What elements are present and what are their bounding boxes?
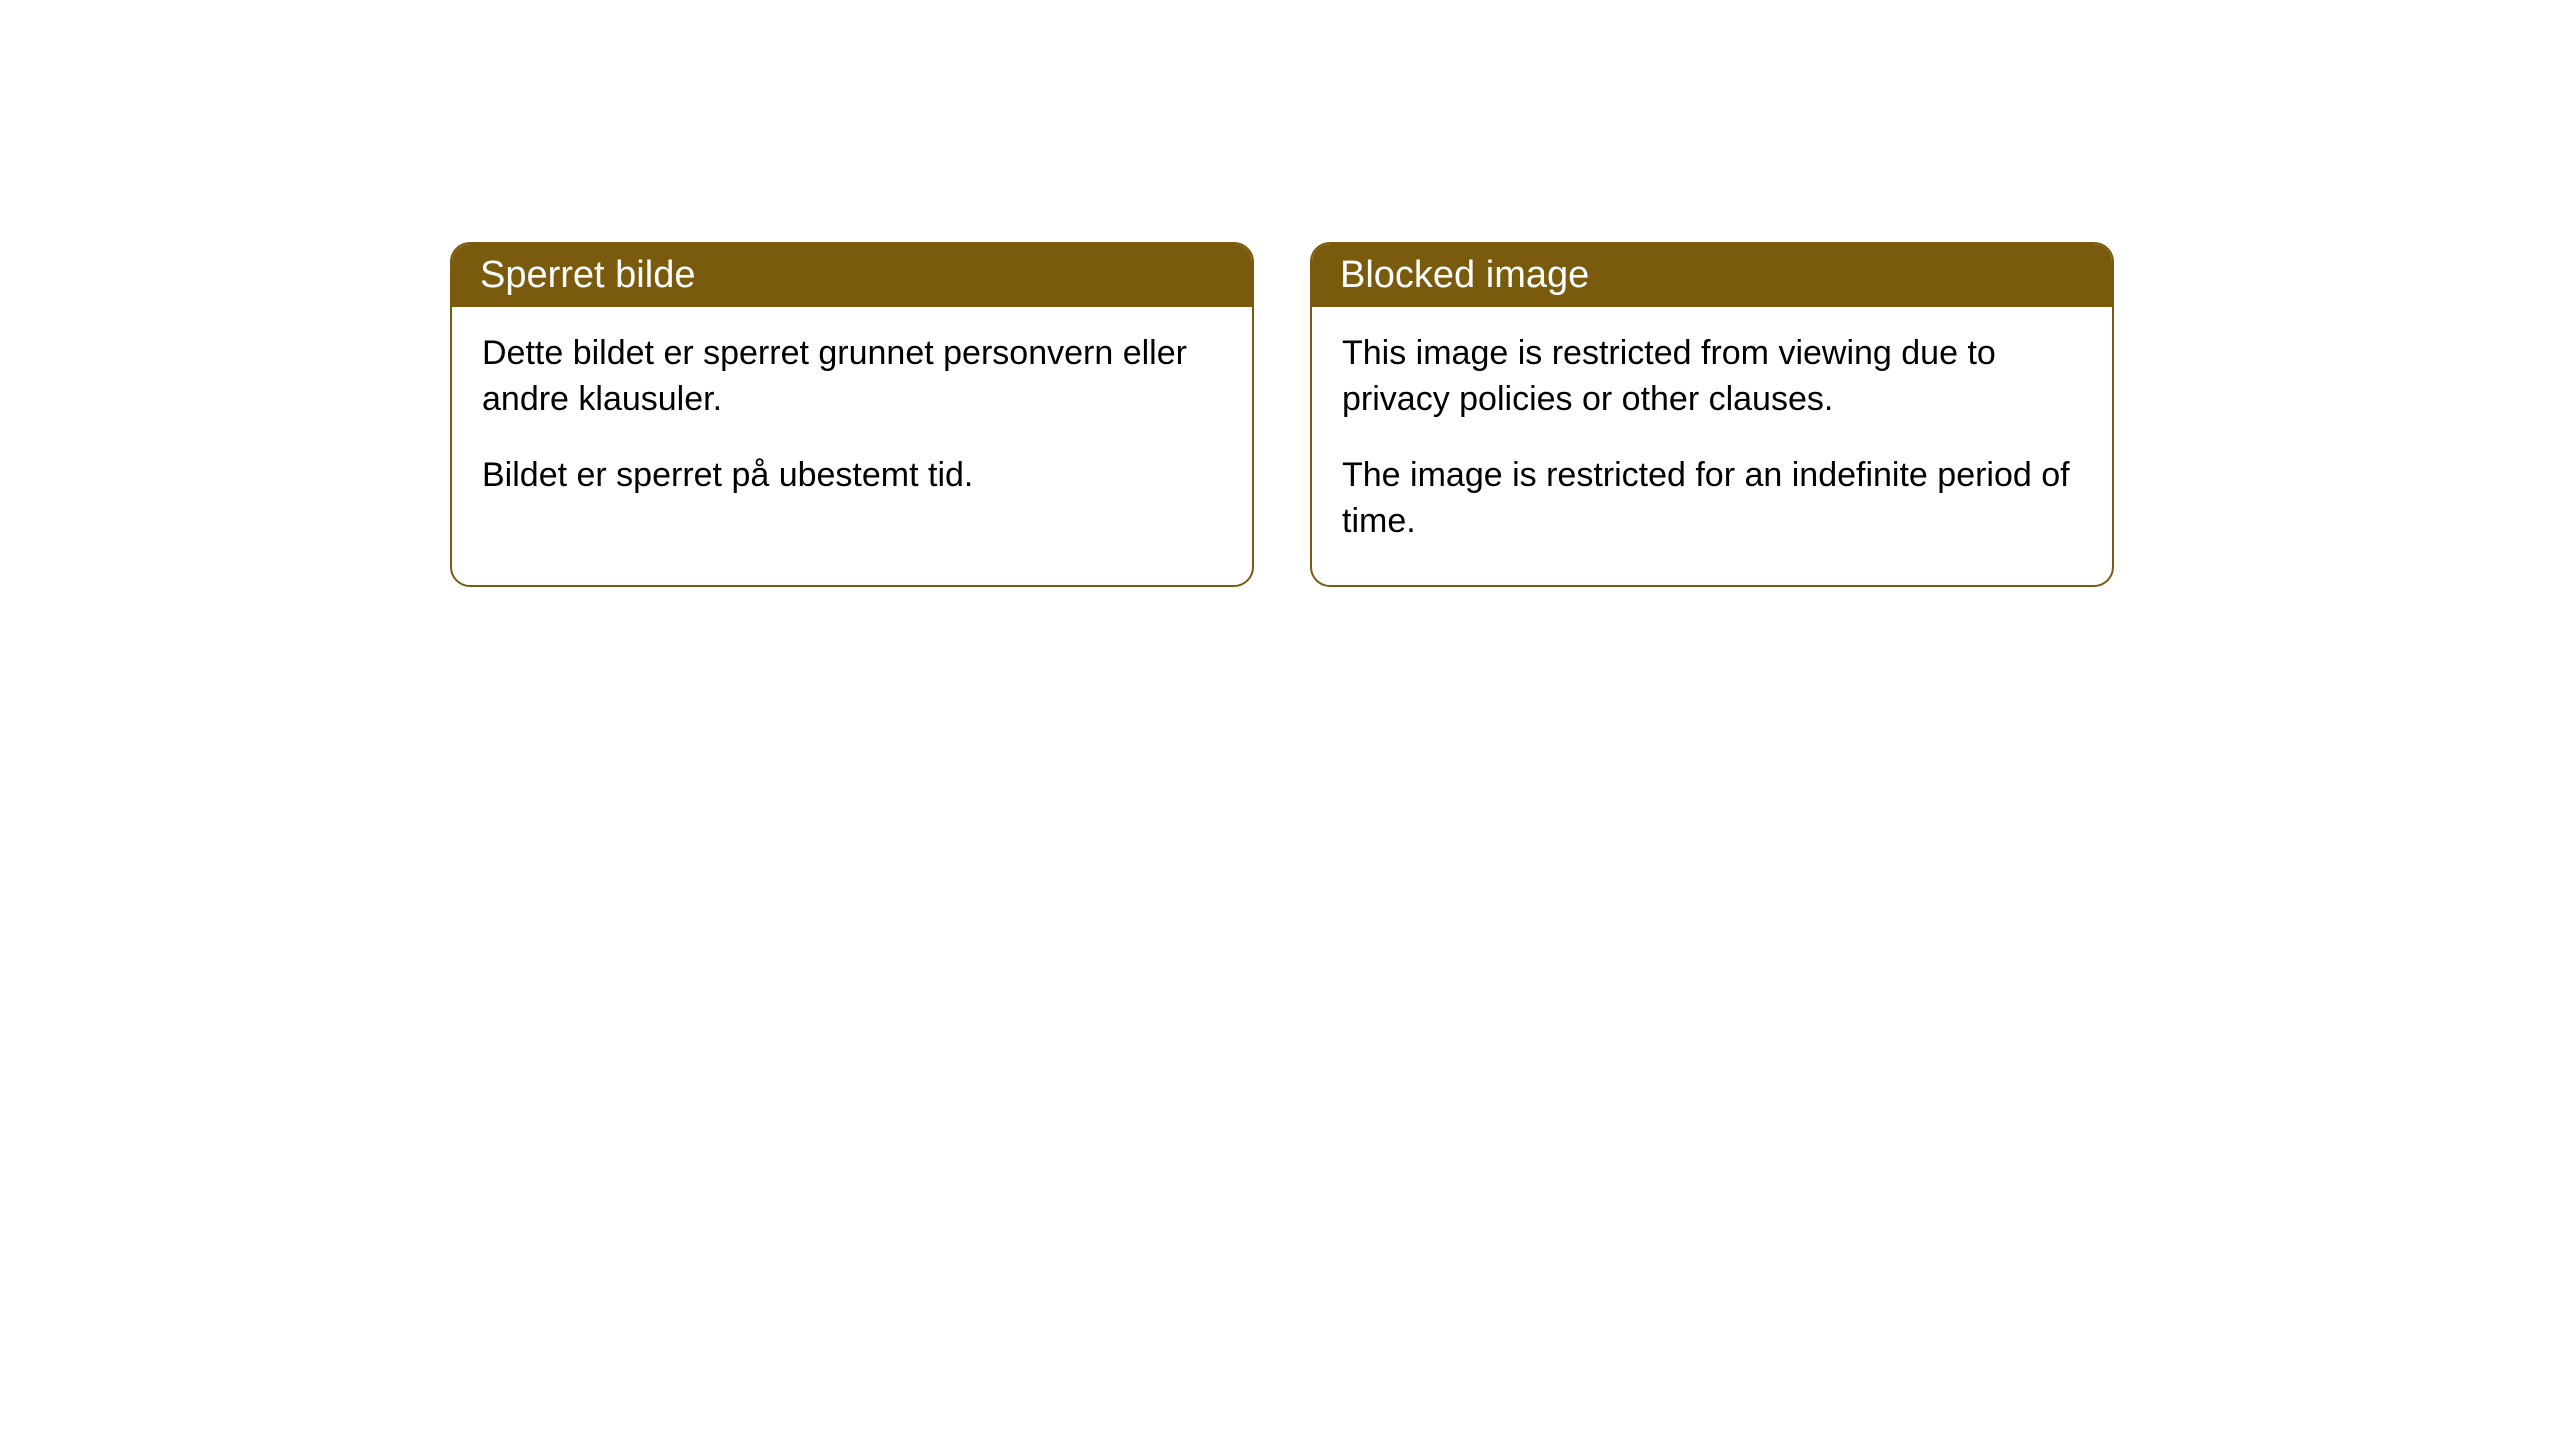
card-header-norwegian: Sperret bilde [452, 244, 1252, 307]
card-title: Blocked image [1340, 254, 1589, 296]
card-paragraph: This image is restricted from viewing du… [1342, 331, 2082, 423]
notice-cards-container: Sperret bilde Dette bildet er sperret gr… [450, 242, 2114, 587]
card-paragraph: The image is restricted for an indefinit… [1342, 453, 2082, 545]
card-paragraph: Bildet er sperret på ubestemt tid. [482, 453, 1222, 499]
card-header-english: Blocked image [1312, 244, 2112, 307]
notice-card-norwegian: Sperret bilde Dette bildet er sperret gr… [450, 242, 1254, 587]
card-title: Sperret bilde [480, 254, 695, 296]
notice-card-english: Blocked image This image is restricted f… [1310, 242, 2114, 587]
card-paragraph: Dette bildet er sperret grunnet personve… [482, 331, 1222, 423]
card-body-norwegian: Dette bildet er sperret grunnet personve… [452, 307, 1252, 539]
card-body-english: This image is restricted from viewing du… [1312, 307, 2112, 585]
